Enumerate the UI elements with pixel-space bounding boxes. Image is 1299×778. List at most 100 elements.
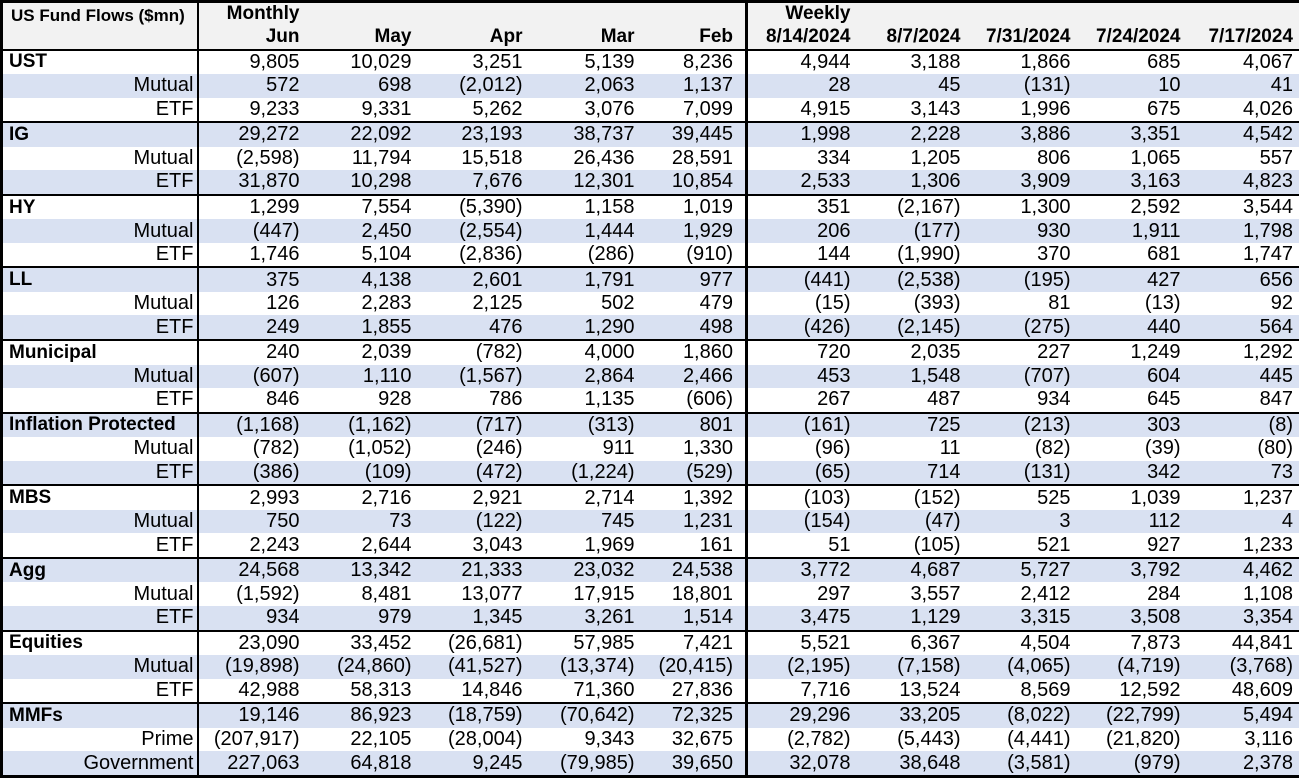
value-cell-equities-mutual-7-17-2024: (3,768)	[1186, 655, 1299, 679]
value-cell-inflation-protected-mutual-may: (1,052)	[348, 437, 412, 460]
value-cell-ig-etf-feb: 10,854	[646, 170, 748, 195]
value-cell-mmfs-prime-may: 22,105	[350, 727, 412, 750]
table-row-ig-etf: ETF 31,870 10,298 7,676 12,301 10,854 2,533 1,3…	[1, 170, 1299, 195]
value-cell-mbs-mbs-7-31-2024: 525	[966, 484, 1077, 510]
value-cell-equities-mutual-7-24-2024: (4,719)	[1076, 655, 1187, 679]
value-cell-municipal-etf-may: 928	[378, 388, 412, 411]
value-cell-ust-mutual-feb: 1,137	[646, 74, 748, 98]
table-row-ust-mutual: Mutual 572 698 (2,012) 2,063 1,137 28 45 (131) 10…	[1, 74, 1299, 98]
value-cell-municipal-municipal-may: 2,039	[311, 339, 424, 365]
value-cell-mbs-mutual-apr: (122)	[423, 509, 535, 534]
value-cell-hy-hy-7-24-2024: 2,592	[1076, 193, 1187, 220]
value-cell-ll-etf-mar: 1,290	[534, 315, 647, 340]
value-cell-mbs-mutual-7-24-2024: 112	[1076, 509, 1187, 534]
value-cell-hy-hy-7-17-2024: 3,544	[1186, 193, 1299, 220]
value-cell-mmfs-mmfs-mar: (70,642)	[534, 702, 647, 728]
value-cell-ust-mutual-7-24-2024: 10	[1076, 74, 1187, 98]
value-cell-mbs-etf-may: 2,644	[361, 533, 412, 556]
value-cell-mmfs-mmfs-8-7-2024: 33,205	[856, 702, 967, 728]
column-header-week-5: 7/17/2024	[1186, 25, 1299, 51]
value-cell-mmfs-government-apr: 9,245	[423, 751, 535, 777]
value-cell-equities-equities-7-31-2024: 4,504	[966, 629, 1077, 656]
value-cell-agg-agg-8-14-2024: 3,772	[746, 556, 857, 583]
value-cell-equities-equities-apr: (26,681)	[423, 629, 535, 656]
value-cell-municipal-municipal-feb: 1,860	[646, 339, 748, 365]
value-cell-ust-etf-7-17-2024: 4,026	[1242, 97, 1293, 120]
group-label-ll: LL	[1, 266, 199, 292]
row-label-mutual: Mutual	[1, 437, 199, 461]
value-cell-agg-etf-7-17-2024: 3,354	[1186, 605, 1299, 631]
value-cell-inflation-protected-etf-apr: (472)	[423, 460, 535, 486]
value-cell-municipal-municipal-7-17-2024: 1,292	[1186, 339, 1299, 365]
value-cell-hy-mutual-8-7-2024: (177)	[856, 219, 967, 243]
value-cell-mbs-mbs-jun: 2,993	[197, 484, 312, 510]
value-cell-mbs-mbs-7-17-2024: 1,237	[1186, 484, 1299, 510]
value-cell-agg-etf-may: 979	[311, 605, 424, 631]
row-label-etf: ETF	[1, 605, 199, 631]
value-cell-agg-mutual-7-17-2024: 1,108	[1242, 582, 1293, 605]
value-cell-mmfs-government-may: 64,818	[311, 751, 424, 777]
value-cell-ust-mutual-8-14-2024: 28	[746, 74, 857, 98]
row-label-etf: ETF	[1, 170, 199, 195]
header-spacer	[311, 1, 424, 26]
value-cell-municipal-etf-8-7-2024: 487	[927, 388, 961, 411]
value-cell-municipal-municipal-mar: 4,000	[534, 339, 647, 365]
value-cell-hy-hy-may: 7,554	[311, 193, 424, 220]
value-cell-municipal-mutual-8-14-2024: 453	[746, 364, 857, 389]
value-cell-hy-hy-jun: 1,299	[197, 193, 312, 220]
value-cell-mmfs-mmfs-may: 86,923	[311, 702, 424, 728]
value-cell-mmfs-government-7-31-2024: (3,581)	[966, 751, 1077, 777]
value-cell-ust-ust-jun: 9,805	[197, 48, 312, 75]
value-cell-agg-etf-8-14-2024: 3,475	[746, 605, 857, 631]
value-cell-mbs-etf-apr: 3,043	[472, 533, 523, 556]
header-section-row: US Fund Flows ($mn) Monthly Weekly	[1, 1, 1299, 50]
value-cell-ust-mutual-8-7-2024: 45	[856, 74, 967, 98]
value-cell-agg-mutual-may: 8,481	[361, 582, 412, 605]
value-cell-inflation-protected-mutual-mar: 911	[602, 437, 635, 460]
table-row-ust: UST 9,805 10,029 3,251 5,139 8,236 4,944 3,188 1…	[1, 48, 1299, 75]
value-cell-ig-ig-mar: 38,737	[534, 121, 647, 147]
header-columns-row: Jun May Apr Mar Feb 8/14/2024 8/7/2024 7…	[2, 25, 1299, 51]
value-cell-mmfs-mmfs-8-14-2024: 29,296	[746, 702, 857, 728]
table-row-municipal-mutual: Mutual (607) 1,110 (1,567) 2,864 2,466 453 1,54…	[1, 364, 1299, 389]
column-header-week-2: 8/7/2024	[856, 25, 967, 51]
value-cell-mbs-etf-8-7-2024: (105)	[913, 533, 961, 556]
row-label-etf: ETF	[1, 678, 199, 704]
table-row-municipal-etf: ETF 846 928 786 1,135 (606) 267 487 934 645 847	[1, 388, 1299, 413]
value-cell-ust-mutual-apr: (2,012)	[423, 74, 535, 98]
value-cell-ust-ust-feb: 8,236	[646, 48, 748, 75]
value-cell-hy-hy-7-31-2024: 1,300	[966, 193, 1077, 220]
value-cell-ig-ig-7-17-2024: 4,542	[1186, 121, 1299, 147]
value-cell-agg-agg-feb: 24,538	[646, 556, 748, 583]
value-cell-agg-etf-7-24-2024: 3,508	[1076, 605, 1187, 631]
value-cell-ig-etf-may: 10,298	[311, 170, 424, 195]
value-cell-ll-etf-8-7-2024: (2,145)	[856, 315, 967, 340]
value-cell-municipal-municipal-7-24-2024: 1,249	[1076, 339, 1187, 365]
value-cell-municipal-etf-apr: 786	[489, 388, 523, 411]
value-cell-equities-etf-apr: 14,846	[461, 678, 523, 701]
value-cell-ig-mutual-7-31-2024: 806	[1037, 146, 1071, 169]
value-cell-ll-etf-apr: 476	[423, 315, 535, 340]
value-cell-municipal-municipal-8-14-2024: 720	[746, 339, 857, 365]
group-label-mmfs: MMFs	[1, 702, 199, 728]
value-cell-ust-etf-8-14-2024: 4,915	[800, 97, 851, 120]
value-cell-hy-etf-feb: (910)	[646, 242, 748, 268]
table-row-equities-etf: ETF 42,988 58,313 14,846 71,360 27,836 7,716 13…	[1, 678, 1299, 704]
group-label-agg: Agg	[1, 556, 199, 583]
value-cell-mmfs-prime-jun: (207,917)	[213, 727, 300, 750]
row-label-etf: ETF	[1, 315, 199, 340]
group-label-hy: HY	[1, 193, 199, 220]
value-cell-equities-etf-7-17-2024: 48,609	[1231, 678, 1293, 701]
value-cell-agg-agg-mar: 23,032	[534, 556, 647, 583]
value-cell-equities-equities-7-17-2024: 44,841	[1186, 629, 1299, 656]
value-cell-agg-mutual-7-31-2024: 2,412	[1020, 582, 1071, 605]
value-cell-hy-etf-may: 5,104	[361, 243, 412, 266]
value-cell-municipal-mutual-7-24-2024: 604	[1076, 364, 1187, 389]
value-cell-hy-etf-7-17-2024: 1,747	[1242, 243, 1293, 266]
value-cell-hy-etf-mar: (286)	[587, 243, 635, 266]
table-row-ll-mutual: Mutual 126 2,283 2,125 502 479 (15) (393) 81 (13)…	[1, 291, 1299, 316]
value-cell-municipal-mutual-may: 1,110	[311, 364, 424, 389]
row-label-etf: ETF	[1, 460, 199, 486]
value-cell-equities-mutual-may: (24,860)	[311, 655, 424, 679]
group-label-inflation-protected: Inflation Protected	[1, 411, 199, 438]
